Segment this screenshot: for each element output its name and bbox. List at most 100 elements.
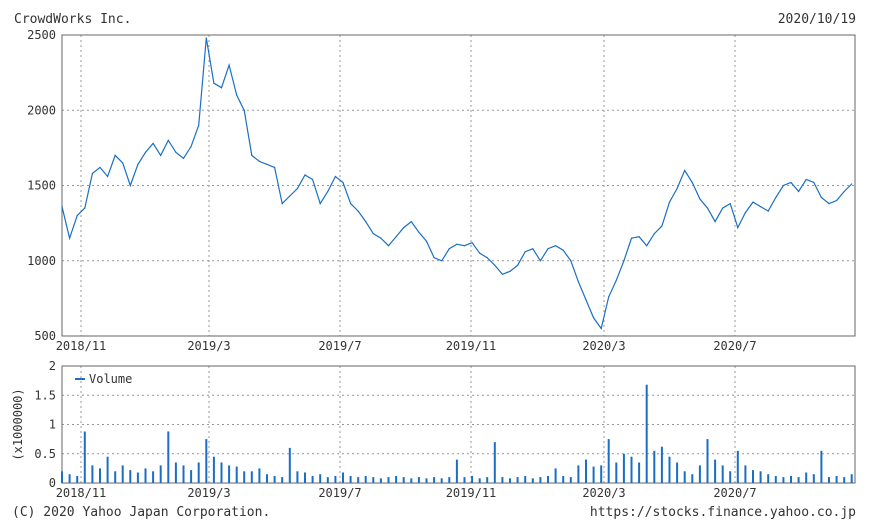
volume-bar	[668, 456, 671, 483]
volume-bar	[349, 476, 352, 483]
price-point	[608, 296, 610, 298]
price-point	[296, 187, 298, 190]
legend-label: Volume	[89, 372, 132, 386]
volume-bar	[493, 442, 496, 483]
price-point	[114, 154, 116, 156]
copyright-text: (C) 2020 Yahoo Japan Corporation.	[12, 505, 271, 520]
price-x-tick-label: 2018/11	[56, 339, 107, 353]
volume-bar	[524, 476, 527, 483]
volume-bar	[615, 462, 618, 483]
volume-bar	[326, 477, 329, 483]
volume-bar	[471, 476, 474, 483]
price-point	[342, 181, 344, 184]
volume-bar	[76, 476, 79, 483]
price-point	[760, 206, 762, 208]
volume-bar	[83, 431, 86, 483]
volume-bar	[197, 462, 200, 483]
volume-bar	[319, 474, 322, 483]
price-point	[509, 270, 511, 272]
volume-bar	[417, 477, 420, 483]
volume-bar	[577, 465, 580, 483]
price-point	[175, 151, 177, 153]
volume-x-tick-label: 2018/11	[56, 486, 107, 500]
volume-bar	[736, 450, 739, 483]
price-point	[182, 157, 185, 159]
price-point	[615, 279, 617, 281]
price-point	[137, 163, 139, 165]
volume-bar	[820, 450, 823, 483]
price-panel: 500 1000 1500 2000 2500 2018/11 2019/3 2019/7 20…	[27, 28, 856, 353]
price-point	[471, 242, 473, 244]
volume-bar	[121, 465, 124, 483]
volume-unit-label: (x1000000)	[11, 388, 25, 460]
volume-bar	[136, 472, 139, 483]
price-point	[289, 195, 291, 197]
price-point	[122, 162, 124, 164]
price-point	[729, 203, 731, 205]
price-point	[843, 190, 845, 193]
volume-bar	[228, 465, 231, 483]
volume-bar	[653, 450, 656, 483]
price-point	[243, 109, 245, 111]
volume-bar	[683, 471, 686, 483]
volume-bar	[638, 462, 641, 483]
volume-bar	[622, 453, 625, 484]
volume-bar	[174, 462, 177, 483]
volume-bar	[273, 476, 276, 483]
price-y-tick-label: 500	[34, 329, 56, 343]
volume-bar	[258, 468, 261, 483]
price-point	[319, 203, 321, 205]
volume-bar	[144, 468, 147, 483]
price-point	[418, 231, 420, 233]
volume-bar	[698, 465, 701, 483]
volume-bar	[782, 477, 785, 483]
price-point	[532, 248, 534, 250]
price-point	[494, 264, 496, 266]
price-point	[160, 154, 162, 156]
price-point	[312, 178, 314, 181]
volume-bar	[592, 466, 595, 483]
price-point	[365, 221, 367, 223]
volume-bar	[509, 478, 511, 483]
price-point	[600, 327, 602, 330]
volume-bar	[357, 477, 360, 483]
volume-bar	[106, 456, 109, 483]
price-point	[152, 142, 154, 144]
price-point	[380, 237, 382, 239]
price-point	[433, 257, 435, 259]
price-point	[653, 233, 655, 235]
volume-bar	[212, 456, 215, 483]
price-point	[752, 201, 754, 203]
price-point	[448, 248, 450, 250]
volume-y-tick-label: 0	[49, 476, 56, 490]
volume-bar	[569, 477, 572, 483]
volume-bar	[114, 471, 117, 483]
price-point	[775, 196, 777, 199]
volume-bar	[797, 477, 800, 483]
price-point	[577, 281, 580, 283]
volume-bar	[835, 476, 838, 483]
volume-bar	[182, 465, 185, 483]
source-url[interactable]: https://stocks.finance.yahoo.co.jp	[589, 505, 856, 520]
price-point	[76, 215, 78, 217]
company-name: CrowdWorks Inc.	[14, 12, 132, 27]
price-point	[258, 160, 260, 162]
price-point	[517, 264, 519, 266]
price-point	[547, 248, 549, 250]
price-y-tick-label: 1500	[27, 179, 56, 193]
price-point	[410, 221, 412, 223]
volume-bar	[539, 477, 542, 483]
volume-y-tick-label: 1	[49, 418, 56, 432]
price-point	[851, 183, 853, 185]
price-point	[251, 154, 253, 156]
volume-bar	[250, 471, 253, 483]
volume-bar	[531, 478, 534, 483]
volume-bar	[721, 465, 724, 483]
volume-bar	[235, 466, 238, 483]
volume-bar	[660, 446, 663, 483]
volume-y-tick-label: 2	[49, 359, 56, 373]
chart-date: 2020/10/19	[777, 12, 856, 27]
volume-bar	[630, 456, 633, 483]
price-point	[425, 240, 428, 242]
price-y-tick-label: 2000	[27, 103, 56, 117]
